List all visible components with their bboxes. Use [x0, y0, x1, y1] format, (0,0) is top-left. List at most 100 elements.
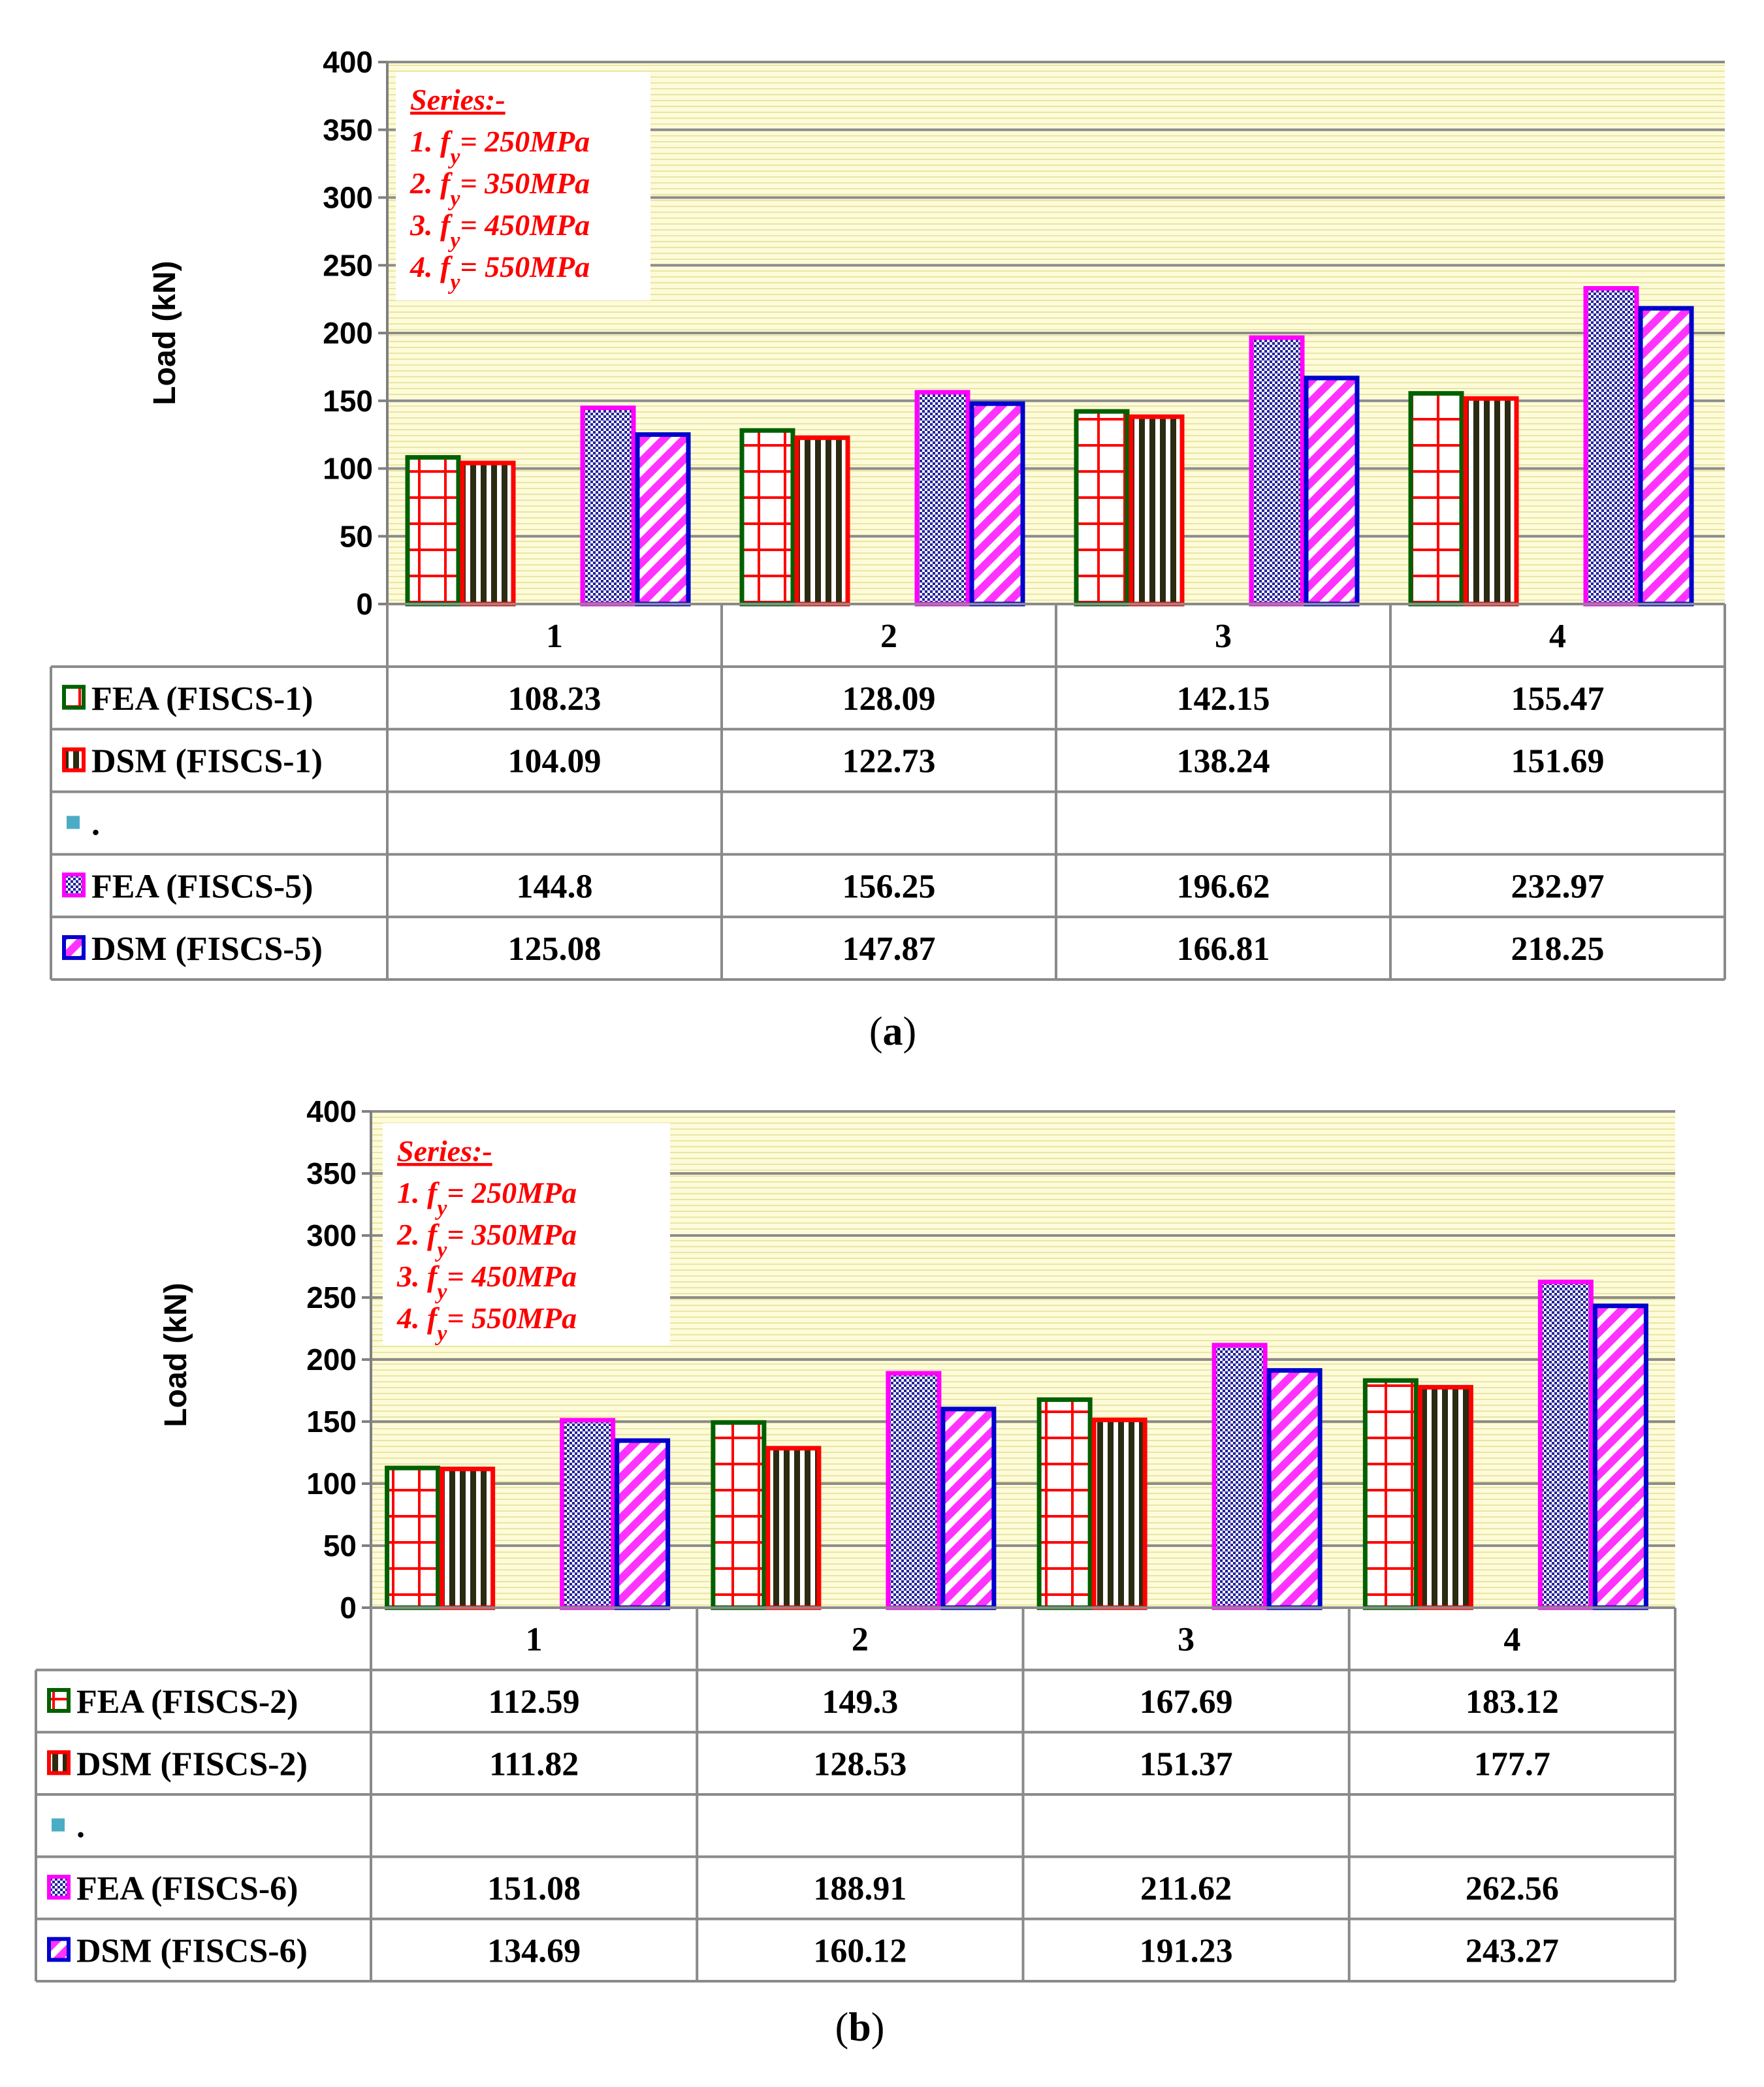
- legend-key: [47, 1688, 71, 1713]
- table-cell: 196.62: [1177, 868, 1270, 905]
- y-tick-label: 200: [306, 1343, 357, 1377]
- legend-key: [52, 1818, 65, 1832]
- bar: [1266, 1368, 1323, 1610]
- bar: [739, 428, 795, 607]
- bar: [385, 1465, 441, 1610]
- table-cell: 151.37: [1140, 1745, 1233, 1783]
- table-cell: 160.12: [813, 1932, 906, 1969]
- bar: [1091, 1417, 1147, 1610]
- bar: [460, 460, 516, 607]
- series-annotation-line: 3. fy= 450MPa: [396, 1260, 577, 1304]
- series-annotation-line: 1. fy= 250MPa: [410, 125, 590, 169]
- bar: [1592, 1303, 1648, 1610]
- legend-label: FEA (FISCS-2): [76, 1683, 298, 1721]
- bar: [969, 401, 1025, 607]
- table-cell: 147.87: [842, 931, 936, 968]
- table-cell: 155.47: [1511, 680, 1605, 718]
- x-category-label: 1: [546, 618, 563, 655]
- series-annotation-title: Series:-: [410, 83, 505, 116]
- bar: [914, 390, 970, 607]
- y-axis-label: Load (kN): [159, 1282, 193, 1427]
- series-annotation-title: Series:-: [397, 1134, 492, 1168]
- bar: [1129, 414, 1185, 607]
- table-cell: 167.69: [1140, 1683, 1233, 1721]
- series-annotation-box: [396, 72, 650, 300]
- table-cell: 122.73: [842, 743, 936, 780]
- table-cell: 243.27: [1466, 1932, 1559, 1969]
- bar: [794, 435, 850, 607]
- table-cell: 262.56: [1466, 1870, 1559, 1907]
- legend-key: [62, 684, 86, 710]
- y-tick-label: 100: [306, 1467, 357, 1501]
- table-cell: 144.8: [517, 868, 593, 905]
- table-cell: 166.81: [1177, 931, 1270, 968]
- legend-key: [67, 816, 80, 829]
- bar: [765, 1446, 822, 1610]
- table-cell: 151.69: [1511, 743, 1605, 780]
- bar: [580, 406, 636, 607]
- legend-label: FEA (FISCS-6): [76, 1870, 298, 1907]
- table-cell: 134.69: [487, 1932, 581, 1969]
- y-tick-label: 150: [323, 384, 373, 418]
- x-category-label: 2: [852, 1621, 869, 1659]
- legend-label: FEA (FISCS-5): [91, 868, 313, 905]
- table-cell: 151.08: [487, 1870, 581, 1907]
- table-cell: 125.08: [508, 931, 601, 968]
- legend-label: .: [76, 1808, 85, 1845]
- y-tick-label: 250: [306, 1281, 357, 1314]
- bar: [711, 1420, 767, 1610]
- table-cell: 128.53: [813, 1745, 906, 1783]
- x-category-label: 4: [1503, 1621, 1520, 1659]
- table-cell: 188.91: [813, 1870, 906, 1907]
- y-tick-label: 400: [306, 1094, 357, 1128]
- bar: [940, 1407, 997, 1610]
- x-category-label: 3: [1215, 618, 1232, 655]
- series-annotation-line: 3. fy= 450MPa: [409, 208, 590, 253]
- table-cell: 218.25: [1511, 931, 1605, 968]
- y-tick-label: 400: [323, 45, 373, 79]
- y-tick-label: 250: [323, 248, 373, 282]
- series-annotation-line: 1. fy= 250MPa: [397, 1176, 577, 1220]
- x-category-label: 3: [1178, 1621, 1195, 1659]
- bar: [1583, 286, 1639, 607]
- legend-key: [62, 935, 86, 961]
- table-cell: 142.15: [1177, 680, 1270, 718]
- table-cell: 108.23: [508, 680, 601, 718]
- legend-label: FEA (FISCS-1): [91, 680, 313, 718]
- bar: [440, 1467, 496, 1610]
- series-annotation-line: 2. fy= 350MPa: [396, 1218, 577, 1262]
- chart-b: 0 50 100 150 200 250 300 350 400 Load (kN) Series:…: [35, 1094, 1676, 2050]
- table-cell: 211.62: [1140, 1870, 1232, 1907]
- figure-caption: (b): [835, 2005, 885, 2050]
- legend-key: [47, 1750, 71, 1776]
- x-category-label: 4: [1549, 618, 1566, 655]
- bar: [1036, 1397, 1093, 1610]
- y-tick-label: 350: [323, 113, 373, 147]
- bar: [1463, 396, 1519, 607]
- bar: [405, 454, 461, 607]
- series-annotation-box: [383, 1123, 670, 1345]
- y-tick-label: 50: [323, 1529, 357, 1563]
- y-tick-label: 0: [356, 587, 373, 621]
- legend-key: [62, 747, 86, 773]
- bar: [1074, 409, 1130, 607]
- legend-label: .: [91, 805, 100, 842]
- chart-a: 0 50 100 150 200 250 300 350 400 Load (kN) Series:…: [50, 45, 1726, 1054]
- table-cell: 111.82: [489, 1745, 579, 1783]
- bar: [1537, 1279, 1594, 1610]
- table-cell: 232.97: [1511, 868, 1605, 905]
- y-tick-label: 50: [340, 519, 373, 553]
- table-cell: 138.24: [1177, 743, 1270, 780]
- y-tick-label: 150: [306, 1405, 357, 1439]
- series-annotation-line: 4. fy= 550MPa: [396, 1301, 577, 1346]
- bar: [615, 1438, 671, 1610]
- series-annotation-line: 4. fy= 550MPa: [409, 250, 590, 295]
- bar: [1417, 1384, 1473, 1610]
- legend-label: DSM (FISCS-5): [91, 931, 323, 968]
- bar: [1249, 335, 1305, 607]
- y-tick-label: 350: [306, 1156, 357, 1190]
- legend-key: [47, 1875, 71, 1900]
- table-cell: 183.12: [1466, 1683, 1559, 1721]
- y-tick-label: 200: [323, 316, 373, 350]
